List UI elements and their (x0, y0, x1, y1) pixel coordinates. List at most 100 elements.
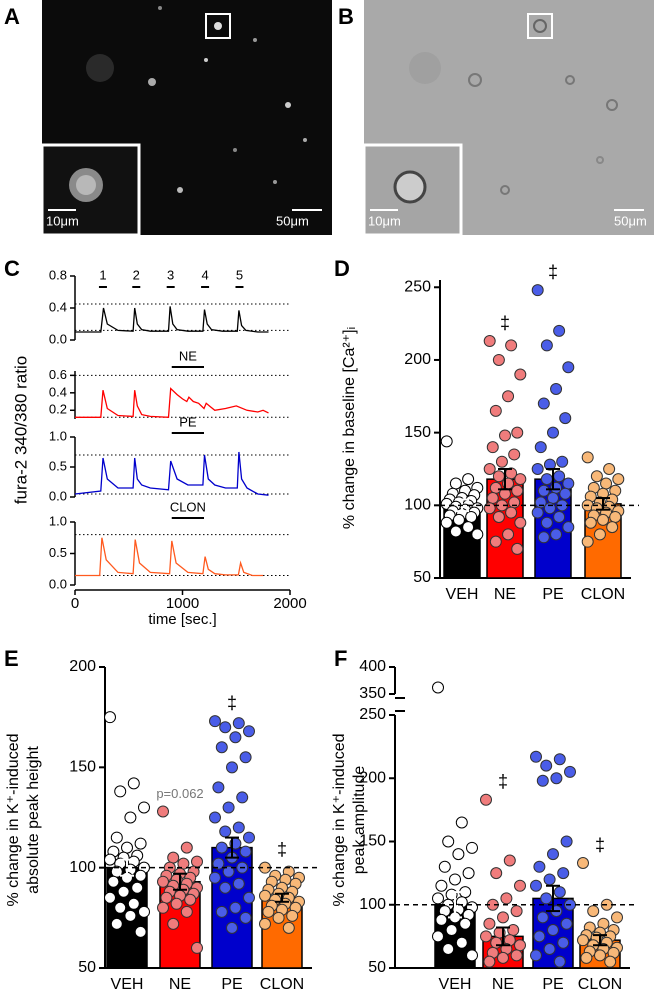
data-point (243, 725, 255, 738)
x-tick-label: PE (542, 586, 563, 603)
data-point (483, 462, 496, 475)
data-point (215, 841, 228, 854)
data-point (134, 925, 147, 938)
data-point (114, 901, 127, 914)
data-point (282, 921, 295, 934)
data-point (157, 805, 169, 818)
x-tick-label: VEH (439, 976, 472, 993)
data-point (557, 867, 570, 880)
data-point (483, 502, 496, 515)
data-point (229, 731, 242, 744)
data-point (180, 841, 193, 854)
panel-letter: E (4, 646, 19, 671)
data-point (212, 857, 225, 870)
data-point (232, 877, 245, 890)
data-point (560, 917, 573, 930)
data-point (104, 711, 116, 724)
data-point (531, 462, 544, 475)
data-point (480, 930, 492, 943)
data-point (540, 759, 553, 772)
data-point (562, 477, 575, 490)
data-point (508, 496, 521, 509)
stimulus-number: 5 (236, 267, 243, 282)
data-point (455, 936, 468, 949)
data-point (449, 477, 462, 490)
trace (75, 537, 264, 577)
data-point (508, 448, 521, 461)
data-point (511, 542, 524, 555)
data-point (540, 339, 553, 352)
data-point (587, 905, 600, 918)
data-point (581, 451, 594, 464)
data-point (505, 506, 518, 519)
data-point (239, 911, 252, 924)
data-point (226, 761, 238, 774)
y-tick-label: 200 (404, 351, 431, 368)
data-point (543, 458, 556, 471)
data-point (530, 750, 542, 763)
data-point (492, 470, 505, 483)
y-tick-label: 150 (69, 759, 96, 776)
data-point (483, 335, 496, 348)
data-point (594, 949, 606, 962)
data-point (492, 353, 505, 366)
data-point (259, 889, 271, 902)
data-point (537, 397, 550, 410)
data-point (432, 930, 444, 943)
x-tick-label: CLON (581, 586, 625, 603)
stimulus-number: 1 (99, 267, 106, 282)
data-point (543, 943, 556, 956)
data-point (609, 510, 622, 523)
y-tick-label: 50 (78, 959, 96, 976)
x-tick-label: VEH (111, 976, 144, 993)
x-axis-label: time [sec.] (148, 611, 216, 628)
x-tick-label: NE (492, 976, 514, 993)
data-point (502, 390, 515, 403)
significance-mark: ‡ (227, 693, 237, 713)
y-axis-label: peak amplitude (351, 766, 368, 875)
x-tick-label: 2000 (273, 595, 306, 612)
data-point (503, 854, 516, 867)
data-point (559, 487, 572, 500)
data-point (438, 860, 451, 873)
data-point (462, 521, 475, 534)
data-point (537, 531, 550, 544)
data-point (547, 848, 559, 861)
data-point (157, 875, 169, 888)
data-point (117, 885, 130, 898)
data-point (219, 825, 232, 838)
y-tick-label: 50 (368, 959, 386, 976)
scale-label: 50μm (276, 213, 309, 228)
data-point (124, 909, 137, 922)
y-axis-label: % change in baseline [Ca²⁺]ᵢ (341, 327, 358, 529)
data-point (534, 441, 547, 454)
data-point (212, 781, 225, 794)
data-point (262, 905, 275, 918)
data-point (435, 913, 448, 926)
panel-letter: A (4, 4, 20, 29)
y-tick-label: 0.4 (49, 384, 67, 399)
data-point (543, 502, 556, 515)
y-tick-label: 0.4 (49, 299, 67, 314)
data-point (432, 892, 444, 905)
data-point (486, 441, 499, 454)
significance-mark: ‡ (595, 835, 605, 855)
significance-mark: ‡ (548, 262, 558, 282)
trace (75, 387, 269, 418)
data-point (455, 816, 468, 829)
data-point (222, 801, 235, 814)
y-tick-label: 350 (359, 685, 386, 702)
data-point (577, 934, 589, 947)
image-a (40, 0, 332, 237)
data-point (215, 741, 228, 754)
data-point (452, 848, 465, 861)
data-point (486, 492, 499, 505)
panel-letter: F (334, 646, 347, 671)
trace (75, 306, 269, 333)
scale-label: 10μm (46, 213, 79, 228)
y-tick-label: 0.0 (49, 331, 67, 346)
y-axis-label: absolute peak height (25, 746, 42, 894)
x-tick-label: NE (494, 586, 516, 603)
data-point (593, 528, 606, 541)
